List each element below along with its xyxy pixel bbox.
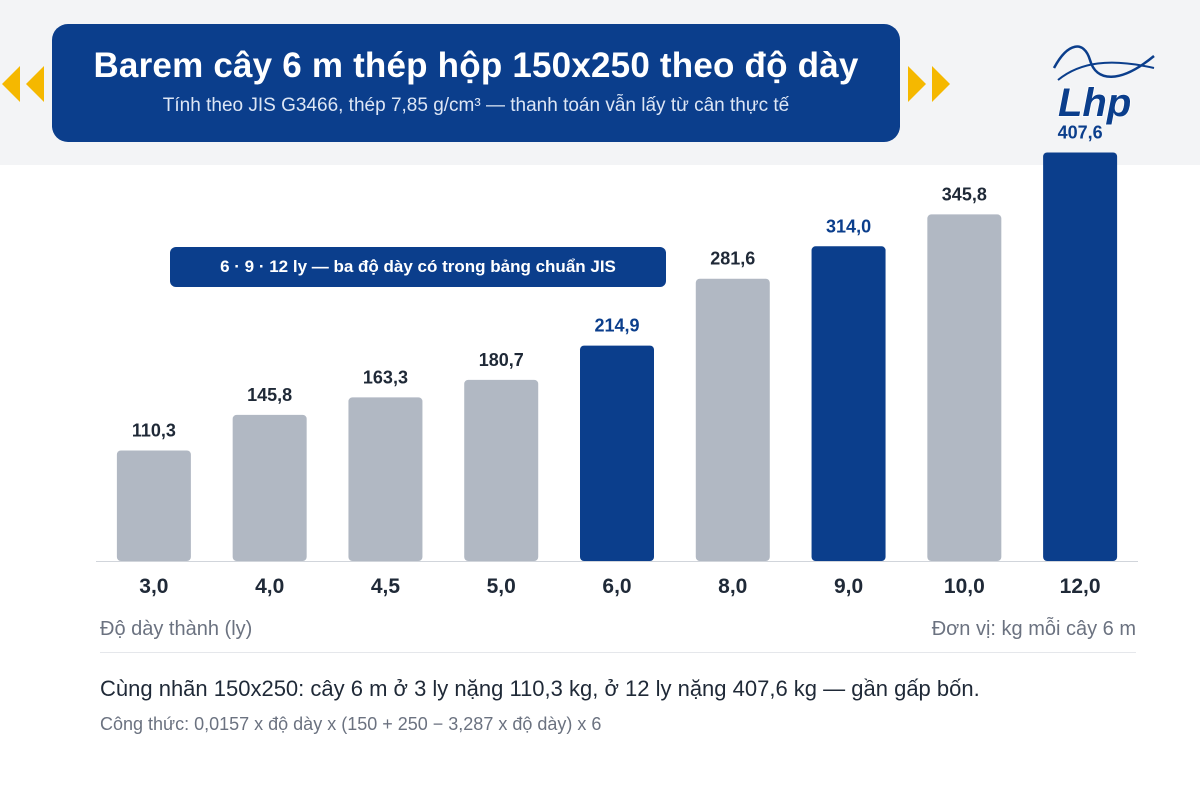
x-tick-label: 5,0 xyxy=(487,575,516,598)
x-tick-label: 8,0 xyxy=(718,575,747,598)
bar-10,0 xyxy=(927,214,1002,561)
unit-label: Đơn vị: kg mỗi cây 6 m xyxy=(931,618,1136,640)
value-label: 180,7 xyxy=(479,350,524,370)
value-label: 407,6 xyxy=(1058,122,1103,142)
title-box: Barem cây 6 m thép hộp 150x250 theo độ d… xyxy=(52,24,900,142)
x-tick-label: 12,0 xyxy=(1060,575,1101,598)
x-tick-label: 3,0 xyxy=(139,575,168,598)
callout-badge: 6 · 9 · 12 ly — ba độ dày có trong bảng … xyxy=(170,247,666,287)
value-label: 345,8 xyxy=(942,184,987,204)
x-tick-label: 6,0 xyxy=(602,575,631,598)
x-tick-label: 4,5 xyxy=(371,575,401,598)
x-tick-label: 4,0 xyxy=(255,575,284,598)
value-label: 314,0 xyxy=(826,216,871,236)
x-tick-label: 10,0 xyxy=(944,575,985,598)
x-tick-label: 9,0 xyxy=(834,575,863,598)
summary-note: Cùng nhãn 150x250: cây 6 m ở 3 ly nặng 1… xyxy=(100,676,980,701)
bar-6,0 xyxy=(580,345,654,561)
bar-3,0 xyxy=(116,450,191,561)
value-label: 145,8 xyxy=(247,385,292,405)
chart-subtitle: Tính theo JIS G3466, thép 7,85 g/cm³ — t… xyxy=(162,95,790,116)
bar-4,0 xyxy=(232,414,307,561)
x-axis-label: Độ dày thành (ly) xyxy=(100,618,253,640)
lhp-logo: Lhp xyxy=(1052,45,1155,126)
bar-4,5 xyxy=(348,397,423,561)
double-chevron-right-icon xyxy=(908,66,950,102)
value-label: 281,6 xyxy=(710,249,755,269)
formula-text: Công thức: 0,0157 x độ dày x (150 + 250 … xyxy=(100,714,602,734)
double-chevron-left-icon xyxy=(2,66,44,102)
bar-12,0 xyxy=(1043,152,1118,561)
svg-text:Lhp: Lhp xyxy=(1058,81,1131,125)
bar-8,0 xyxy=(695,278,770,561)
value-label: 110,3 xyxy=(132,420,176,440)
divider xyxy=(100,652,1136,653)
chart-title: Barem cây 6 m thép hộp 150x250 theo độ d… xyxy=(93,46,859,85)
value-label: 214,9 xyxy=(594,316,639,336)
value-label: 163,3 xyxy=(363,367,408,387)
bar-5,0 xyxy=(464,379,539,561)
bar-9,0 xyxy=(811,246,886,561)
